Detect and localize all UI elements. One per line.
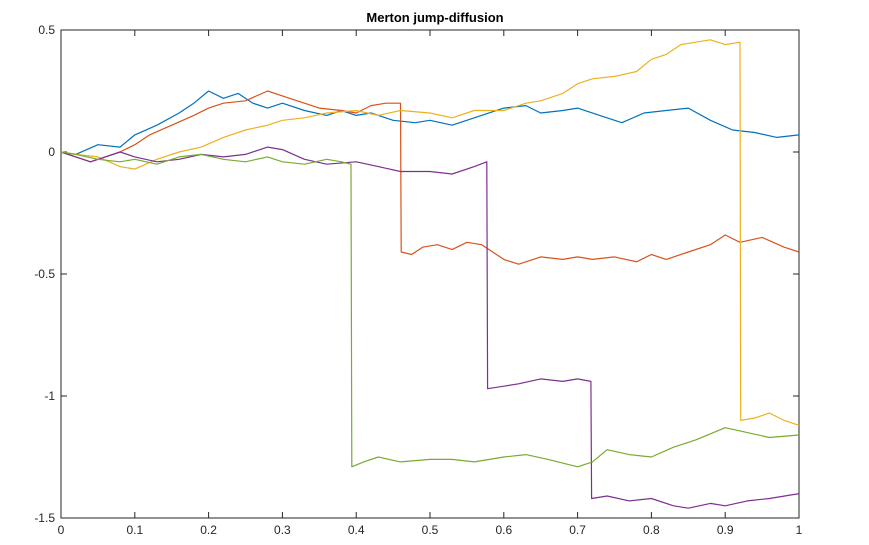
plot-area: [60, 29, 800, 519]
series-line-3: [60, 39, 800, 426]
x-tick-label: 0: [58, 523, 65, 537]
y-tick-label: 0.5: [38, 23, 55, 37]
x-tick-label: 0.2: [200, 523, 217, 537]
series-line-5: [60, 151, 800, 468]
x-tick-label: 0.9: [717, 523, 734, 537]
x-tick-label: 0.1: [126, 523, 143, 537]
series-line-2: [60, 90, 800, 265]
x-tick-label: 1: [796, 523, 803, 537]
y-tick-label: 0: [48, 145, 55, 159]
chart-title: Merton jump-diffusion: [366, 10, 503, 25]
x-tick-label: 0.5: [422, 523, 439, 537]
axis-ticks: 0 0.1 0.2 0.3 0.4 0.5 0.6 0.7 0.8 0.9 1 -1.5 -1 -0.5 0…: [34, 23, 802, 537]
y-tick-label: -1.5: [34, 511, 55, 525]
series-line-1: [60, 90, 800, 155]
y-tick-label: -1: [44, 389, 55, 403]
x-tick-label: 0.6: [495, 523, 512, 537]
x-tick-label: 0.8: [643, 523, 660, 537]
x-tick-label: 0.3: [274, 523, 291, 537]
y-tick-label: -0.5: [34, 267, 55, 281]
series-group: [60, 39, 800, 509]
x-tick-label: 0.7: [569, 523, 586, 537]
x-tick-label: 0.4: [348, 523, 365, 537]
